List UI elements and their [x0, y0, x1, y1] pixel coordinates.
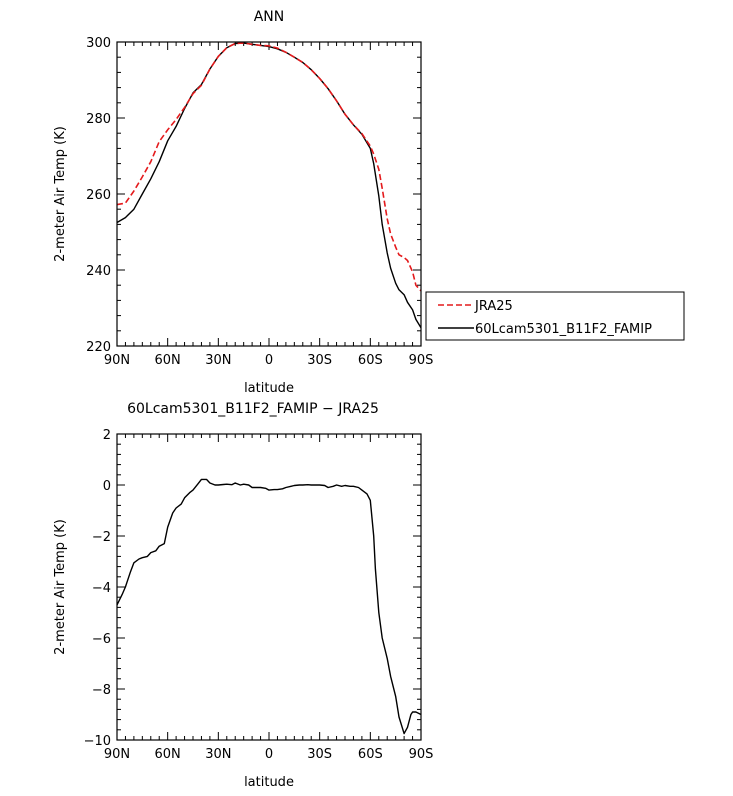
y-tick-label: −6: [92, 632, 111, 647]
y-tick-label: −10: [84, 734, 111, 749]
legend: JRA25 60Lcam5301_B11F2_FAMIP: [425, 291, 685, 341]
series-lines: [116, 42, 422, 329]
y-tick-label: 260: [86, 188, 111, 203]
x-tick-label: 90N: [104, 353, 130, 368]
x-tick-label: 0: [265, 747, 273, 762]
y-tick-label: 220: [86, 340, 111, 355]
tick-labels: 90N 60N 30N 0 30S 60S 90S 220 240 260 280 300: [86, 36, 433, 368]
x-tick-label: 0: [265, 353, 273, 368]
x-tick-label: 90S: [409, 353, 434, 368]
series-line-60lcam5301-b11f2-famip: [116, 42, 422, 329]
x-axis-label: latitude: [244, 381, 294, 396]
x-tick-label: 60N: [155, 747, 181, 762]
y-tick-label: 0: [103, 479, 111, 494]
legend-label-model: 60Lcam5301_B11F2_FAMIP: [475, 322, 652, 337]
chart-panel-temperature: ANN 2-meter Air Temp (K) latitude 90N 60N…: [53, 9, 433, 396]
series-lines: [116, 478, 422, 735]
x-tick-label: 90N: [104, 747, 130, 762]
chart-panel-difference: 60Lcam5301_B11F2_FAMIP − JRA25 2-meter A…: [53, 401, 433, 790]
axis-ticks: [116, 433, 422, 741]
x-axis-label: latitude: [244, 775, 294, 790]
x-tick-label: 60S: [358, 353, 383, 368]
x-tick-label: 60N: [155, 353, 181, 368]
plot-frame: [116, 433, 422, 741]
y-tick-label: 280: [86, 112, 111, 127]
chart-title-annual: ANN: [254, 9, 285, 25]
y-axis-label: 2-meter Air Temp (K): [53, 126, 68, 262]
y-tick-label: 2: [103, 428, 111, 443]
y-axis-label: 2-meter Air Temp (K): [53, 519, 68, 655]
y-tick-label: −4: [92, 581, 111, 596]
axis-ticks: [116, 41, 422, 347]
x-tick-label: 30S: [307, 353, 332, 368]
chart-title-difference: 60Lcam5301_B11F2_FAMIP − JRA25: [127, 401, 379, 417]
x-tick-label: 90S: [409, 747, 434, 762]
x-tick-label: 60S: [358, 747, 383, 762]
y-tick-label: 240: [86, 264, 111, 279]
legend-label-jra25: JRA25: [474, 299, 513, 314]
series-line-difference: [116, 478, 422, 735]
tick-labels: 90N 60N 30N 0 30S 60S 90S −10 −8 −6 −4 −2 0 2: [84, 428, 434, 762]
y-tick-label: −2: [92, 530, 111, 545]
x-tick-label: 30S: [307, 747, 332, 762]
x-tick-label: 30N: [205, 747, 231, 762]
x-tick-label: 30N: [205, 353, 231, 368]
y-tick-label: 300: [86, 36, 111, 51]
plot-frame: [116, 41, 422, 347]
series-line-jra25: [116, 42, 422, 292]
y-tick-label: −8: [92, 683, 111, 698]
legend-box: [425, 291, 685, 341]
